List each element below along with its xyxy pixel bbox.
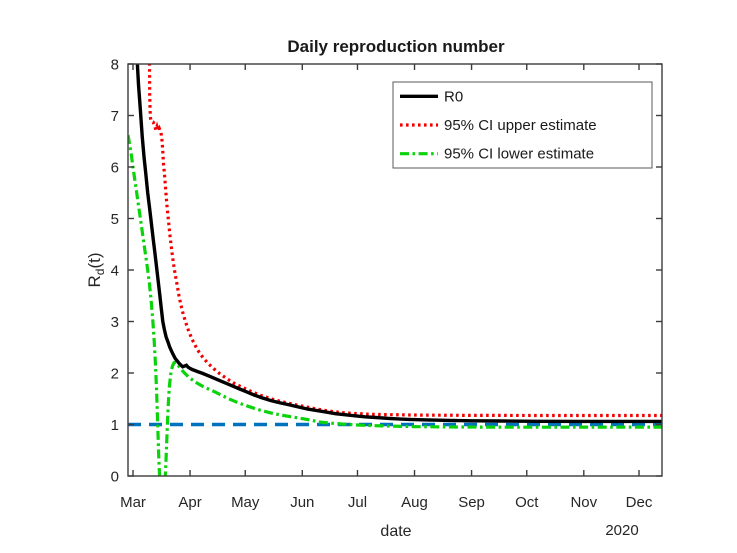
y-tick-label: 3 bbox=[111, 314, 119, 331]
y-axis-label-base: R bbox=[85, 275, 104, 287]
x-tick-label: Jul bbox=[348, 494, 367, 511]
x-tick-label: Oct bbox=[515, 494, 539, 511]
data-series-layer bbox=[128, 64, 662, 476]
y-tick-label: 4 bbox=[111, 263, 119, 280]
legend: R0 95% CI upper estimate 95% CI lower esti… bbox=[392, 81, 653, 169]
x-tick-label: Jun bbox=[290, 494, 314, 511]
y-axis-label-rest: (t) bbox=[85, 252, 104, 268]
y-axis-label: Rd(t) bbox=[85, 252, 107, 287]
x-tick-label: Apr bbox=[178, 494, 201, 511]
x-tick-label: May bbox=[231, 494, 260, 511]
y-tick-label: 1 bbox=[111, 417, 119, 434]
y-tick-label: 0 bbox=[111, 469, 119, 486]
x-tick-label: Nov bbox=[570, 494, 597, 511]
y-tick-label: 6 bbox=[111, 160, 119, 177]
chart-title: Daily reproduction number bbox=[287, 37, 505, 56]
x-tick-label: Aug bbox=[401, 494, 428, 511]
x-axis-year-label: 2020 bbox=[605, 522, 638, 539]
x-tick-label: Mar bbox=[120, 494, 146, 511]
y-tick-label: 7 bbox=[111, 108, 119, 125]
series-r0-line bbox=[135, 64, 662, 424]
y-tick-label: 5 bbox=[111, 211, 119, 228]
legend-label-r0: R0 bbox=[444, 88, 463, 105]
x-tick-label: Dec bbox=[626, 494, 653, 511]
legend-label-ci-upper: 95% CI upper estimate bbox=[444, 117, 597, 134]
y-axis-label-subscript: d bbox=[93, 269, 107, 276]
y-tick-label: 2 bbox=[111, 366, 119, 383]
y-tick-label: 8 bbox=[111, 57, 119, 74]
x-axis-label: date bbox=[380, 523, 411, 540]
x-tick-label: Sep bbox=[458, 494, 485, 511]
legend-label-ci-lower: 95% CI lower estimate bbox=[444, 146, 594, 163]
axes-layer: 0 1 2 3 4 5 6 7 8 Mar Apr May Jun Jul Aug Sep Oct Nov Dec bbox=[111, 57, 663, 511]
